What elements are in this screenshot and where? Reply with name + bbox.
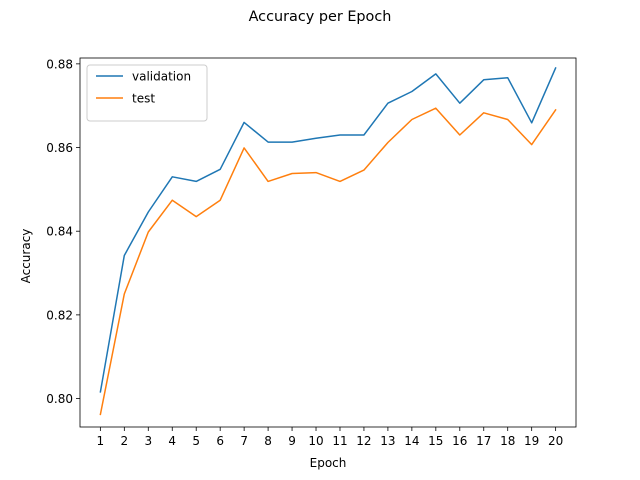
- x-tick-label: 3: [144, 434, 152, 448]
- x-tick-label: 1: [97, 434, 105, 448]
- y-tick-label: 0.82: [46, 308, 73, 322]
- plot-area: [99, 67, 557, 416]
- y-tick-label: 0.80: [46, 392, 73, 406]
- x-tick-label: 5: [192, 434, 200, 448]
- x-tick-label: 20: [548, 434, 563, 448]
- x-tick-label: 13: [380, 434, 395, 448]
- x-tick-label: 4: [168, 434, 176, 448]
- y-tick-label: 0.84: [46, 225, 73, 239]
- x-tick-label: 17: [476, 434, 491, 448]
- plot-frame: [79, 57, 577, 428]
- x-tick-label: 10: [308, 434, 323, 448]
- x-tick-label: 6: [216, 434, 224, 448]
- legend-label-test: test: [132, 92, 155, 106]
- x-tick-label: 19: [524, 434, 539, 448]
- x-tick-label: 14: [404, 434, 419, 448]
- x-tick-label: 12: [356, 434, 371, 448]
- x-tick-label: 18: [500, 434, 515, 448]
- legend-box: [86, 64, 208, 122]
- legend-label-validation: validation: [132, 70, 191, 84]
- x-tick-label: 2: [121, 434, 129, 448]
- x-tick-label: 15: [428, 434, 443, 448]
- y-tick-label: 0.86: [46, 141, 73, 155]
- series-line-test: [99, 107, 557, 416]
- series-line-validation: [99, 67, 557, 393]
- axes: 1 2 3 4 5 6 7 8 9 10 11 12 13 14 15 16 17 18 19 200.800.820…: [46, 57, 577, 448]
- chart-title: Accuracy per Epoch: [249, 9, 392, 25]
- y-tick-label: 0.88: [46, 57, 73, 71]
- x-axis-label: Epoch: [310, 456, 347, 470]
- x-tick-label: 8: [264, 434, 272, 448]
- y-axis-label: Accuracy: [19, 229, 33, 284]
- legend: validation test: [86, 64, 208, 122]
- x-tick-label: 11: [332, 434, 347, 448]
- x-tick-label: 9: [288, 434, 296, 448]
- x-tick-label: 7: [240, 434, 248, 448]
- x-tick-label: 16: [452, 434, 467, 448]
